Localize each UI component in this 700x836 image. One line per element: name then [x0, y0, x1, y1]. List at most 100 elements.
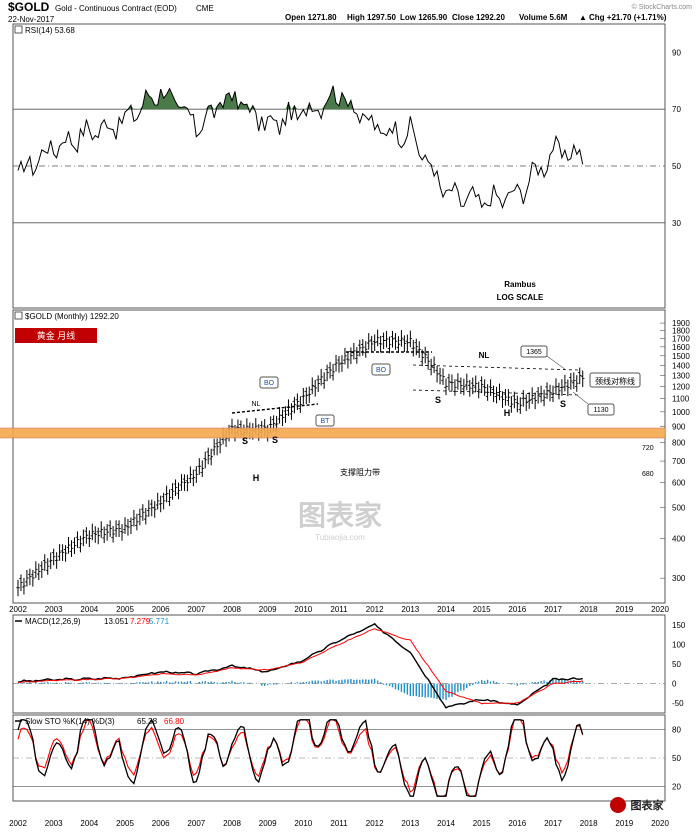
price-x-tick-label: 2019 [615, 605, 633, 614]
corner-logo-icon [610, 797, 626, 813]
date-label: 22-Nov-2017 [8, 15, 55, 24]
sto-x-tick-label: 2002 [9, 819, 27, 828]
chinese-tag: 黄金 月线 [37, 330, 76, 341]
open-value: Open 1271.80 [285, 13, 337, 22]
s2-label: S [272, 435, 278, 445]
macd-panel [12, 614, 666, 714]
sto-tick-label: 80 [672, 725, 681, 734]
price-tick-label: 700 [672, 457, 686, 466]
price-tick-label: 400 [672, 534, 686, 543]
sto-x-tick-label: 2013 [401, 819, 419, 828]
sto-k-line [17, 718, 584, 797]
price-chart: 300 400 500 600 700 800 900 1000 1100 1200 1300 140… [16, 319, 690, 597]
macd-hist-value: 5.771 [149, 617, 170, 626]
sto-x-tick-label: 2015 [473, 819, 491, 828]
macd-tick-label: -50 [672, 699, 684, 708]
sto-x-tick-label: 2003 [45, 819, 63, 828]
price-panel [12, 309, 666, 604]
rambus-label: Rambus [504, 280, 536, 289]
price-tick-label: 500 [672, 504, 686, 513]
macd-tick-label: 150 [672, 621, 686, 630]
sto-chart: 20 50 80 [13, 718, 681, 797]
macd-tick-label: 50 [672, 660, 681, 669]
sto-x-tick-label: 2011 [330, 819, 348, 828]
price-x-tick-label: 2011 [330, 605, 348, 614]
rsi-tick-label: 30 [672, 219, 681, 228]
price-x-tick-label: 2017 [544, 605, 562, 614]
macd-legend-value: 13.051 [104, 617, 129, 626]
price-x-tick-label: 2018 [580, 605, 598, 614]
price-tick-label: 600 [672, 478, 686, 487]
bo2-label: BO [376, 367, 387, 374]
price-x-tick-label: 2004 [80, 605, 98, 614]
neckline-cn-box [589, 372, 641, 388]
sto-tick-label: 20 [672, 783, 681, 792]
price-x-tick-label: 2002 [9, 605, 27, 614]
volume-value: Volume 5.6M [519, 13, 568, 22]
price-legend-swatch [14, 311, 23, 320]
chinese-tag-box [15, 328, 97, 343]
bt-box [315, 414, 335, 427]
sto-x-tick-label: 2018 [580, 819, 598, 828]
level-680-label: 680 [642, 471, 654, 478]
price-tick-label: 900 [672, 422, 686, 431]
sto-x-tick-label: 2017 [544, 819, 562, 828]
watermark: 图表家 [298, 499, 382, 531]
price-tick-label: 1600 [672, 343, 690, 352]
price-x-tick-label: 2009 [259, 605, 277, 614]
s3-label: S [435, 395, 441, 405]
macd-signal-value: 7.279 [130, 617, 151, 626]
price-tick-label: 1500 [672, 352, 690, 361]
price-tick-label: 1400 [672, 361, 690, 370]
price-x-tick-label: 2007 [187, 605, 205, 614]
price-tick-label: 800 [672, 439, 686, 448]
price-x-tick-label: 2006 [152, 605, 170, 614]
price-legend: $GOLD (Monthly) 1292.20 [25, 312, 119, 321]
sto-x-tick-label: 2012 [366, 819, 384, 828]
price-tick-label: 1800 [672, 327, 690, 336]
s1-label: S [242, 436, 248, 446]
sto-d-value: 66.80 [164, 717, 185, 726]
neckline-2008 [231, 403, 319, 414]
neckline-cn-label: 颈线对称线 [595, 376, 635, 386]
support-cn-label: 支撑阻力带 [340, 467, 380, 477]
callout-1365: 1365 [526, 349, 542, 356]
log-scale-label: LOG SCALE [497, 293, 544, 302]
price-x-tick-label: 2008 [223, 605, 241, 614]
price-tick-label: 1200 [672, 383, 690, 392]
exchange-label: CME [196, 4, 214, 13]
price-tick-label: 1000 [672, 408, 690, 417]
bo1-box [259, 376, 279, 389]
rsi-legend: RSI(14) 53.68 [25, 26, 75, 35]
sto-x-tick-label: 2007 [187, 819, 205, 828]
sto-x-tick-label: 2010 [294, 819, 312, 828]
callout-1365-box [520, 345, 548, 358]
s4-label: S [560, 399, 566, 409]
macd-signal-line [17, 628, 583, 705]
sto-x-tick-label: 2004 [80, 819, 98, 828]
rsi-tick-label: 50 [672, 162, 681, 171]
price-tick-label: 1900 [672, 319, 690, 328]
price-x-tick-label: 2003 [45, 605, 63, 614]
callout-1130: 1130 [593, 407, 608, 414]
nl2-label: NL [479, 351, 490, 360]
h2-label: H [504, 408, 511, 418]
price-tick-label: 300 [672, 574, 686, 583]
instrument-name: Gold - Continuous Contract (EOD) [55, 4, 177, 13]
sto-x-tick-label: 2008 [223, 819, 241, 828]
sto-legend-label: Slow STO %K(14) %D(3) [25, 717, 115, 726]
sto-x-tick-label: 2016 [508, 819, 526, 828]
rsi-line [17, 85, 584, 210]
sto-x-axis: 2002 2003 2004 2005 2006 2007 2008 2009 2010 2011… [9, 819, 669, 828]
level-720-label: 720 [642, 445, 654, 452]
price-tick-label: 1100 [672, 395, 690, 404]
credit-label: © StockCharts.com [632, 3, 693, 11]
price-x-tick-label: 2010 [294, 605, 312, 614]
price-x-tick-label: 2015 [473, 605, 491, 614]
sto-x-tick-label: 2019 [615, 819, 633, 828]
support-band [0, 428, 665, 438]
sto-x-tick-label: 2020 [651, 819, 669, 828]
nl1-label: NL [252, 401, 261, 408]
callout-1130-box [587, 403, 615, 416]
